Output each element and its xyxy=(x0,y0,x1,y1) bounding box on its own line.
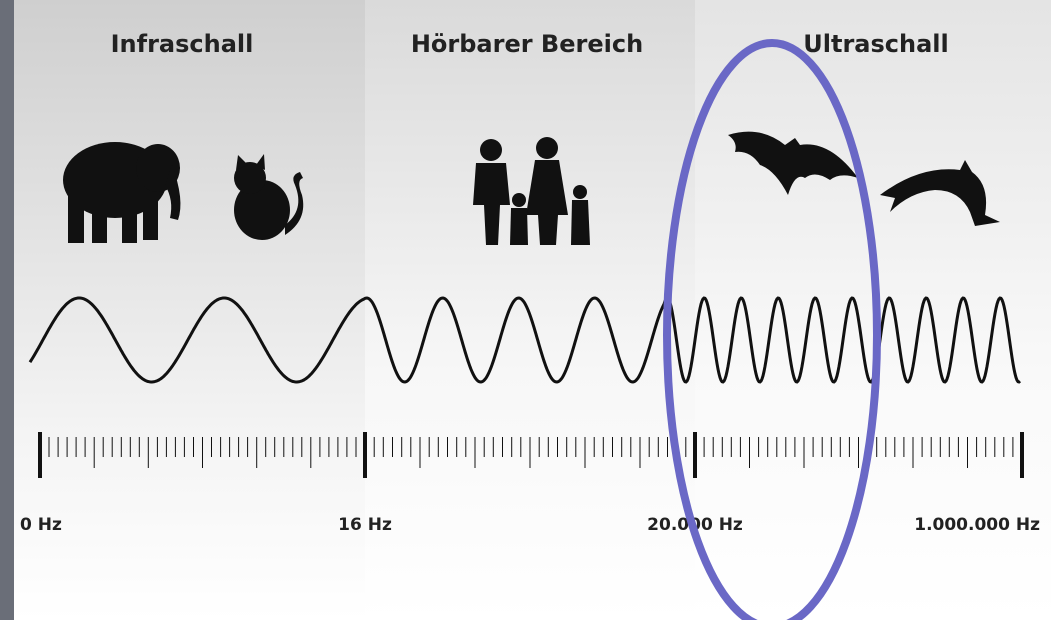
frequency-label: 1.000.000 Hz xyxy=(914,515,1040,535)
photo-edge xyxy=(0,0,14,620)
ruler xyxy=(38,432,1024,478)
bat xyxy=(728,131,858,195)
cat xyxy=(234,154,304,240)
wave xyxy=(28,296,1022,384)
frequency-label: 16 Hz xyxy=(338,515,392,535)
section-title: Infraschall xyxy=(111,30,254,58)
dolphin xyxy=(880,160,1000,226)
panel-audible xyxy=(365,0,695,620)
section-title: Ultraschall xyxy=(803,30,948,58)
section-title: Hörbarer Bereich xyxy=(411,30,643,58)
elephant xyxy=(63,142,181,243)
highlight-ellipse xyxy=(663,39,881,620)
family xyxy=(473,137,590,245)
frequency-label: 0 Hz xyxy=(20,515,62,535)
